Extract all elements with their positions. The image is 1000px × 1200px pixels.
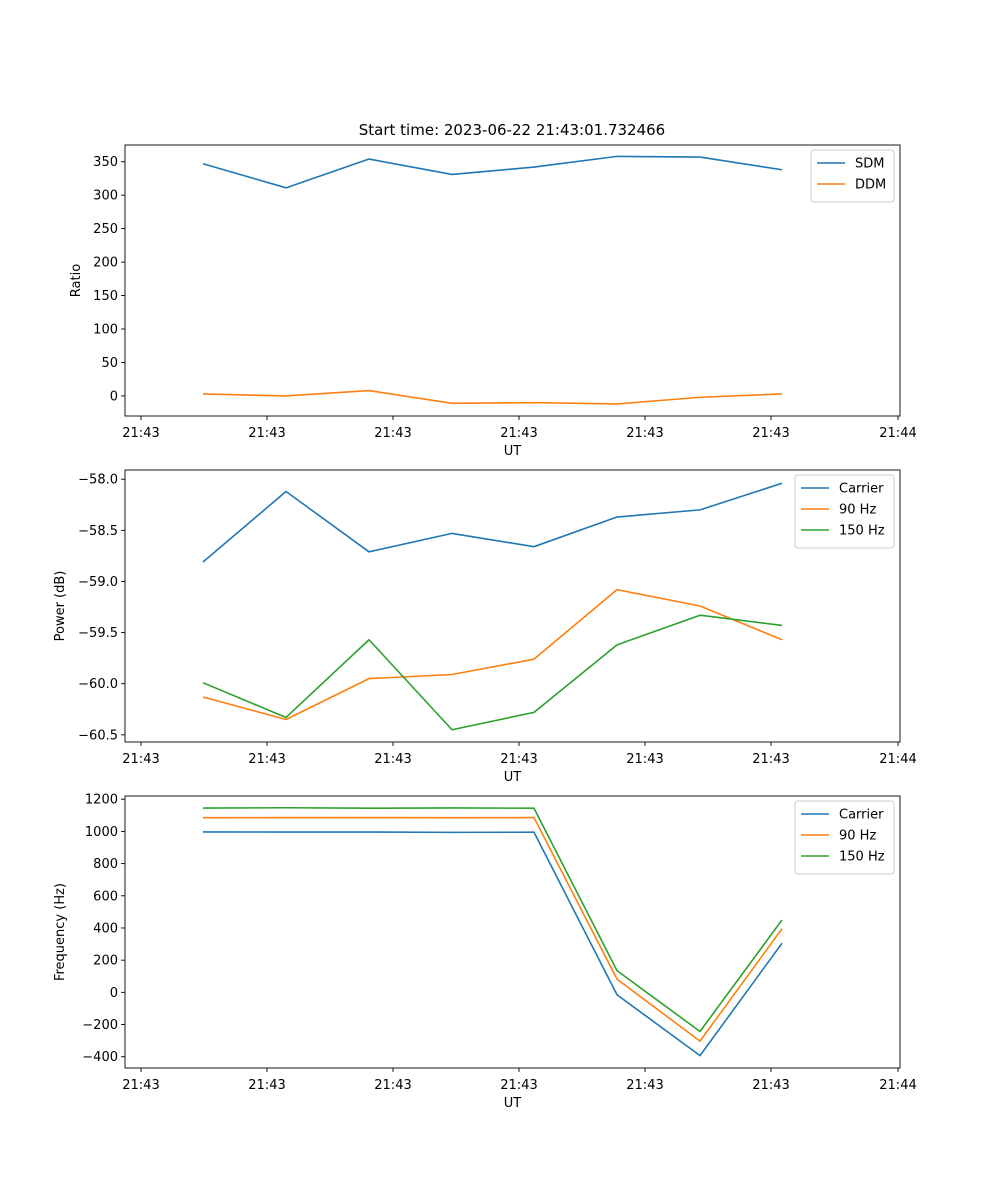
legend-entry: DDM	[855, 178, 886, 193]
legend-entry: 150 Hz	[839, 524, 885, 539]
series-line-150-hz	[202, 614, 783, 731]
x-tick-label: 21:43	[752, 426, 789, 441]
y-tick-label: 300	[93, 189, 118, 204]
x-tick-label: 21:44	[879, 752, 916, 767]
y-tick-label: 200	[93, 256, 118, 271]
legend: SDM DDM	[810, 149, 895, 203]
legend-entry: Carrier	[839, 482, 884, 497]
y-tick-label: 0	[110, 389, 118, 404]
chart-panel-2: −60.5 −60.0 −59.5 −59.0 −58.5 −58.0 21:43 21:43…	[53, 469, 917, 785]
legend-entry: 90 Hz	[839, 829, 876, 844]
y-tick-label: −200	[82, 1018, 118, 1033]
x-tick-label: 21:43	[500, 1078, 537, 1093]
series-line-90-hz	[202, 588, 783, 721]
series-line-150-hz	[202, 806, 783, 1033]
x-tick-label: 21:43	[752, 752, 789, 767]
y-tick-label: 1000	[85, 825, 118, 840]
y-tick-label: −60.0	[78, 677, 118, 692]
x-tick-label: 21:43	[374, 752, 411, 767]
x-tick-label: 21:43	[122, 426, 159, 441]
x-tick-label: 21:43	[374, 1078, 411, 1093]
x-tick-label: 21:43	[626, 752, 663, 767]
chart-panel-3: −400 −200 0 200 400 600 800 1000 1200 21:43 21:43 2…	[53, 793, 917, 1111]
x-tick-label: 21:43	[500, 426, 537, 441]
plot-frame	[124, 144, 901, 417]
x-tick-label: 21:43	[248, 752, 285, 767]
plot-frame	[124, 469, 901, 743]
plot-frame	[124, 795, 901, 1069]
legend-entry: 90 Hz	[839, 503, 876, 518]
y-tick-label: −58.0	[78, 473, 118, 488]
y-tick-label: 350	[93, 155, 118, 170]
y-tick-label: 50	[101, 356, 118, 371]
x-tick-label: 21:44	[879, 1078, 916, 1093]
y-tick-label: −59.5	[78, 626, 118, 641]
y-tick-label: 800	[93, 857, 118, 872]
series-line-sdm	[202, 155, 783, 189]
chart-title: Start time: 2023-06-22 21:43:01.732466	[359, 121, 665, 139]
legend: Carrier 90 Hz 150 Hz	[794, 800, 895, 875]
y-tick-label: 100	[93, 323, 118, 338]
series-line-ddm	[202, 389, 783, 405]
x-tick-label: 21:43	[752, 1078, 789, 1093]
y-axis-label: Power (dB)	[53, 571, 68, 642]
y-tick-label: −400	[82, 1050, 118, 1065]
legend-entry: SDM	[855, 157, 884, 172]
y-tick-label: 1200	[85, 793, 118, 808]
x-tick-label: 21:43	[626, 426, 663, 441]
series-line-carrier	[202, 831, 783, 1057]
x-tick-label: 21:43	[122, 1078, 159, 1093]
x-tick-label: 21:43	[248, 1078, 285, 1093]
x-tick-label: 21:44	[879, 426, 916, 441]
y-axis-label: Frequency (Hz)	[53, 883, 68, 981]
legend: Carrier 90 Hz 150 Hz	[794, 474, 895, 549]
x-tick-label: 21:43	[500, 752, 537, 767]
y-tick-label: 150	[93, 289, 118, 304]
y-tick-label: −60.5	[78, 728, 118, 743]
legend-entry: 150 Hz	[839, 850, 885, 865]
y-tick-label: 600	[93, 889, 118, 904]
x-axis-label: UT	[504, 770, 522, 785]
chart-panel-1: 0 50 100 150 200 250 300 350 21:43 21:43 21:43 21:4…	[69, 144, 917, 459]
y-tick-label: 250	[93, 222, 118, 237]
y-tick-label: 400	[93, 921, 118, 936]
y-tick-label: −58.5	[78, 524, 118, 539]
y-tick-label: 200	[93, 954, 118, 969]
y-tick-label: 0	[110, 986, 118, 1001]
y-axis-label: Ratio	[69, 264, 84, 297]
series-line-carrier	[202, 482, 783, 563]
x-axis-label: UT	[504, 1096, 522, 1111]
x-tick-label: 21:43	[122, 752, 159, 767]
series-line-90-hz	[202, 816, 783, 1042]
x-tick-label: 21:43	[626, 1078, 663, 1093]
x-axis-label: UT	[504, 444, 522, 459]
x-tick-label: 21:43	[374, 426, 411, 441]
legend-entry: Carrier	[839, 808, 884, 823]
x-tick-label: 21:43	[248, 426, 285, 441]
y-tick-label: −59.0	[78, 575, 118, 590]
plots: 0 50 100 150 200 250 300 350 21:43 21:43 21:43 21:4…	[53, 144, 917, 1111]
